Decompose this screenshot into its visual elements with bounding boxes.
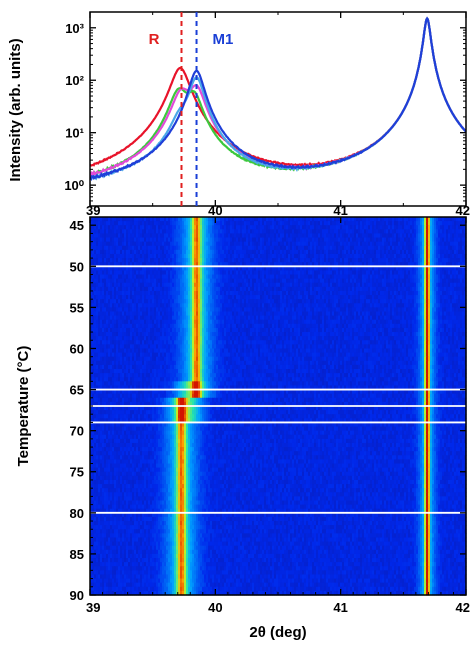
top-panel: R M1 10⁰ 10¹ 10² 10³ Intensity (arb. units) <box>7 12 466 206</box>
top-y-tick-label: 10¹ <box>65 126 84 141</box>
top-plot-area <box>90 19 466 179</box>
top-y-tick-label: 10⁰ <box>64 178 84 193</box>
marker-label-r: R <box>149 31 160 48</box>
top-y-axis-label: Intensity (arb. units) <box>7 38 24 181</box>
top-y-ticks: 10⁰ 10¹ 10² 10³ <box>64 12 466 206</box>
top-y-tick-label: 10² <box>65 73 84 88</box>
top-frame <box>90 12 466 206</box>
marker-label-m1: M1 <box>213 31 234 48</box>
top-x-ticks <box>90 12 466 206</box>
top-y-tick-label: 10³ <box>65 21 84 36</box>
